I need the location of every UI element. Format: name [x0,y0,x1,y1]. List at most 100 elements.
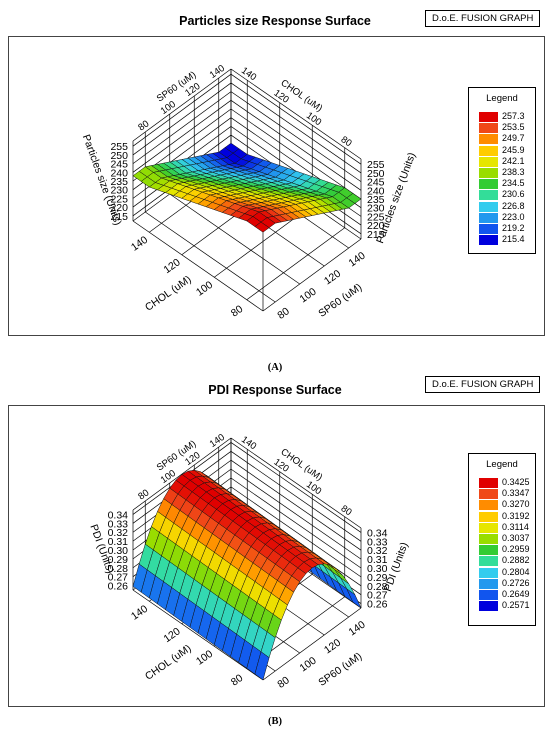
chart-a-z-tick-left: 225 [110,193,128,205]
chart-a-x-axis-title: CHOL (uM) [143,273,194,313]
chart-b-legend-value: 0.3114 [502,521,529,532]
chart-a-wall-grid-line [132,68,232,142]
chart-b-z-tick-right: 0.29 [367,572,388,584]
chart-b-y-tick: 80 [275,674,292,691]
chart-b-legend-value: 0.3347 [502,488,530,499]
chart-a-z-tick-left: 255 [110,141,128,153]
chart-a-legend-entry: 226.8 [479,201,539,212]
chart-b-legend-value: 0.2571 [502,600,530,611]
chart-a-legend-value: 249.7 [502,133,525,144]
chart-b-z-tick-right: 0.33 [367,536,388,548]
chart-a-surface [132,142,362,233]
chart-b-surface [132,469,362,681]
chart-b-legend-entry: 0.3347 [479,488,539,500]
chart-a-floor-grid-line [246,227,345,301]
chart-a-legend-swatch [479,112,498,122]
chart-a-legend-swatch [479,201,498,212]
chart-a-y-tick: 140 [346,250,367,270]
chart-a-x-tick: 140 [129,234,150,254]
chart-a-legend-entry: 253.5 [479,122,539,134]
chart-a-legend-swatch [479,156,498,167]
chart-b-z-tick-right: 0.28 [367,581,388,593]
chart-b-legend-value: 0.2882 [502,555,530,566]
chart-b-legend-swatch [479,478,498,488]
chart-a-legend-swatch [479,235,498,246]
chart-a-legend-entry: 249.7 [479,133,539,145]
chart-b-x-axis-title: CHOL (uM) [143,642,194,682]
chart-a-x-tick: 80 [229,303,246,320]
chart-a-legend-value: 257.3 [502,111,525,121]
chart-b-z-tick-left: 0.34 [108,509,129,521]
chart-a-badge: D.o.E. FUSION GRAPH [425,10,541,27]
chart-b-legend-entry: 0.3192 [479,511,539,522]
chart-b-y-axis-title: SP60 (uM) [316,650,364,689]
chart-b-z-tick-left: 0.33 [108,518,129,530]
chart-a-x-tick: 100 [194,279,215,299]
chart-a-legend-swatch [479,212,498,223]
chart-a-legend-entry: 238.3 [479,167,539,178]
chart-b-x-tick-top: 140 [239,434,258,452]
chart-b-legend-swatch [479,590,498,600]
chart-b-legend-swatch [479,556,498,567]
chart-b-legend-swatch [479,545,498,556]
chart-b-legend-entry: 0.2959 [479,544,539,556]
chart-a-legend-swatch [479,123,498,134]
chart-b-x-tick: 80 [229,672,246,689]
chart-b-legend-entry: 0.3270 [479,499,539,511]
chart-a-y-tick-top: 80 [136,118,151,133]
chart-b-z-tick-left: 0.29 [108,554,129,566]
chart-a-z-tick-left: 215 [110,211,128,223]
chart-b-legend-entry: 0.3037 [479,533,539,544]
chart-b-legend-value: 0.3270 [502,499,530,510]
chart-b-x-tick: 120 [161,625,182,645]
chart-a-z-tick-left: 250 [110,150,128,162]
chart-a-legend-swatch [479,168,498,178]
chart-b-y-tick: 120 [322,637,343,657]
chart-b-floor-grid-line [132,589,264,681]
chart-a-legend-value: 238.3 [502,167,525,177]
chart-a-legend-entry: 242.1 [479,155,539,167]
chart-b-y-tick-top: 80 [136,487,151,502]
chart-b-z-tick-left: 0.26 [108,581,129,593]
chart-b-legend-swatch [479,500,498,511]
chart-b-z-tick-right: 0.34 [367,527,388,539]
chart-a-z-tick-right: 215 [367,229,385,241]
chart-a-legend-value: 219.2 [502,223,525,233]
chart-b-x-tick-top: 80 [339,503,354,518]
chart-b-legend-value: 0.2726 [502,577,530,588]
chart-b-wall-grid-line [230,468,362,560]
chart-a-legend-entry: 219.2 [479,223,539,234]
chart-a-z-tick-right: 235 [367,194,385,206]
chart-a-z-tick-left: 220 [110,202,128,214]
chart-b-legend-value: 0.3037 [502,533,530,543]
chart-b-z-tick-right: 0.27 [367,590,388,602]
chart-b-z-tick-left: 0.27 [108,572,129,584]
chart-a-z-tick-right: 245 [367,177,385,189]
chart-a-legend-value: 215.4 [502,234,525,245]
chart-b-wall-grid-line [230,437,362,529]
chart-a-legend-swatch [479,145,498,156]
chart-b-legend-swatch [479,522,498,533]
chart-b-legend-entry: 0.2571 [479,600,539,612]
chart-a-wall-grid-line [132,100,232,173]
chart-a-wall-grid-line [132,82,232,156]
chart-a-z-tick-right: 240 [367,185,385,197]
chart-a-surface-plot: 2152202252302352402452502552152202252302… [80,63,418,322]
chart-b-legend-entry: 0.2804 [479,567,539,578]
chart-a-panel-label: (A) [267,362,283,373]
chart-b-wall-grid-line [132,437,232,511]
chart-a-legend-value: 242.1 [502,155,525,166]
chart-a-z-tick-left: 235 [110,176,128,188]
chart-b-z-tick-right: 0.32 [367,545,388,557]
chart-a-z-tick-left: 240 [110,167,128,179]
chart-b-legend-swatch [479,489,498,500]
chart-a-x-tick: 120 [161,256,182,276]
chart-b-legend-entry: 0.3425 [479,477,539,488]
chart-b-legend-entry: 0.3114 [479,521,539,533]
chart-b-wall-grid-line [230,451,362,542]
chart-a-legend-swatch [479,190,498,201]
chart-b-legend-value: 0.2959 [502,544,530,555]
chart-a-legend-title: Legend [486,93,518,104]
chart-b-legend-entry: 0.2726 [479,577,539,589]
chart-b-z-tick-right: 0.31 [367,554,388,566]
